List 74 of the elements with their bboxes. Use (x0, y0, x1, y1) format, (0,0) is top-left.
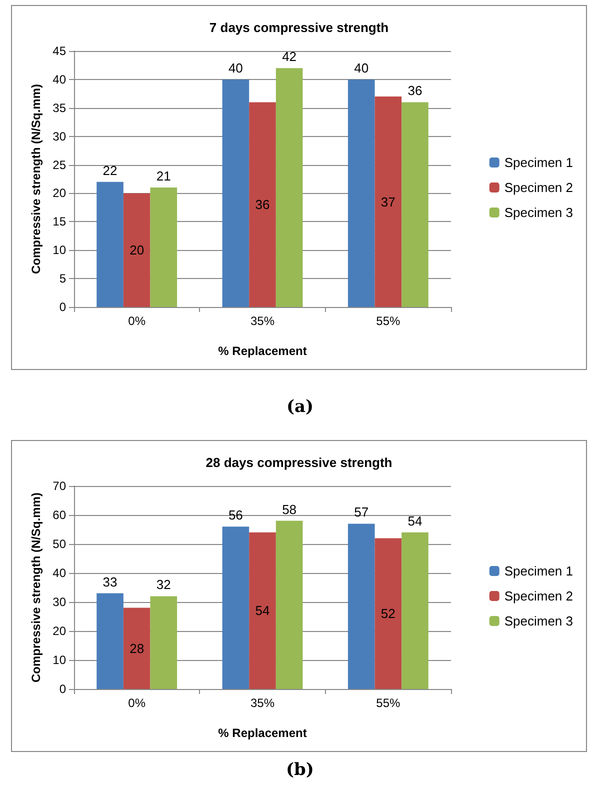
chart-title: 7 days compressive strength (209, 20, 389, 35)
y-tick-label: 0 (59, 300, 66, 314)
data-label: 20 (130, 242, 144, 258)
y-tick-label: 45 (52, 44, 66, 58)
legend-label: Specimen 1 (504, 155, 574, 170)
y-tick-label: 25 (52, 158, 66, 172)
bar (150, 596, 178, 689)
data-label: 58 (282, 502, 297, 517)
y-axis-title: Compressive strength (N/Sq.mm) (28, 84, 43, 274)
data-label: 36 (255, 197, 270, 212)
bar (374, 96, 402, 307)
bar (222, 79, 250, 307)
data-label: 22 (102, 162, 118, 178)
data-label: 33 (102, 574, 118, 590)
y-tick-label: 20 (52, 624, 66, 638)
x-tick-label: 0% (128, 696, 146, 710)
bar (222, 526, 250, 689)
y-tick-label: 5 (59, 272, 66, 286)
bar (96, 182, 124, 307)
x-tick-label: 35% (250, 314, 275, 328)
bar (123, 608, 150, 689)
data-label: 40 (354, 60, 369, 76)
data-label: 37 (380, 194, 396, 210)
x-tick-label: 55% (376, 696, 400, 710)
y-tick-label: 15 (52, 214, 66, 229)
y-tick-label: 20 (52, 186, 66, 200)
data-label: 54 (408, 513, 422, 528)
y-tick-label: 50 (52, 537, 66, 551)
y-tick-label: 35 (52, 100, 66, 115)
bar (276, 520, 303, 689)
chart-title: 28 days compressive strength (206, 455, 392, 470)
data-label: 28 (130, 640, 144, 656)
bar (249, 102, 276, 307)
y-tick-label: 10 (52, 653, 66, 667)
bar (348, 524, 375, 689)
bar (348, 79, 375, 307)
x-tick-label: 55% (376, 314, 400, 328)
bar (276, 68, 303, 307)
y-tick-label: 40 (52, 566, 66, 580)
text: (a) (285, 397, 315, 417)
data-label: 56 (228, 508, 243, 523)
bar (402, 532, 428, 689)
bar (402, 102, 428, 307)
bar (96, 593, 124, 689)
bar (249, 532, 276, 689)
data-label: 57 (354, 504, 369, 520)
data-label: 36 (408, 83, 422, 98)
bar (150, 188, 178, 307)
y-tick-label: 10 (52, 243, 66, 258)
y-tick-label: 30 (52, 595, 66, 609)
bar (123, 193, 150, 307)
data-label: 21 (156, 168, 171, 184)
bar (374, 538, 402, 689)
data-label: 40 (228, 60, 243, 76)
y-tick-label: 30 (52, 129, 66, 144)
text: (b) (285, 760, 315, 780)
legend-label: Specimen 3 (504, 614, 574, 628)
x-axis-title: % Replacement (218, 344, 307, 358)
x-tick-label: 35% (250, 696, 275, 710)
legend-label: Specimen 2 (504, 180, 574, 195)
data-label: 42 (282, 49, 297, 64)
y-axis-title: Compressive strength (N/Sq.mm) (28, 492, 43, 683)
y-tick-label: 70 (52, 479, 66, 493)
legend-label: Specimen 1 (504, 564, 574, 578)
legend-label: Specimen 2 (504, 588, 574, 604)
data-label: 54 (255, 603, 270, 618)
x-tick-label: 0% (128, 314, 146, 328)
x-axis-title: % Replacement (218, 726, 307, 740)
y-tick-label: 40 (52, 72, 66, 86)
data-label: 52 (380, 606, 396, 622)
y-tick-label: 60 (52, 508, 66, 522)
data-label: 32 (156, 577, 171, 592)
y-tick-label: 0 (59, 682, 66, 696)
legend-label: Specimen 3 (504, 205, 574, 220)
